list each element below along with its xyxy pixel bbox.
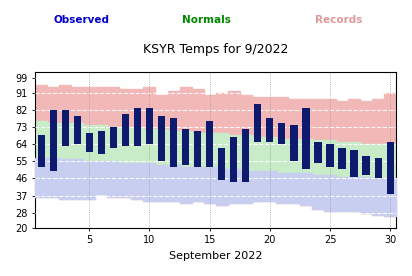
Bar	[158, 116, 165, 161]
Bar	[386, 142, 394, 194]
Bar	[134, 108, 141, 146]
Text: Records: Records	[315, 15, 363, 25]
Bar	[37, 135, 45, 167]
Text: Observed: Observed	[54, 15, 110, 25]
X-axis label: September 2022: September 2022	[169, 251, 262, 261]
Bar	[74, 116, 81, 144]
Title: KSYR Temps for 9/2022: KSYR Temps for 9/2022	[143, 43, 288, 55]
Bar	[218, 148, 225, 180]
Bar	[351, 150, 358, 177]
Text: Normals: Normals	[182, 15, 230, 25]
Bar	[182, 129, 189, 165]
Bar	[170, 118, 177, 167]
Bar	[314, 142, 322, 163]
Bar	[110, 127, 117, 148]
Bar	[302, 108, 309, 169]
Bar	[375, 158, 382, 178]
Bar	[254, 104, 261, 142]
Bar	[86, 133, 93, 152]
Bar	[98, 131, 105, 154]
Bar	[146, 108, 153, 144]
Bar	[230, 137, 237, 182]
Bar	[278, 123, 286, 144]
Bar	[194, 131, 201, 167]
Bar	[363, 156, 370, 175]
Bar	[242, 129, 249, 182]
Bar	[122, 114, 129, 146]
Bar	[62, 110, 69, 146]
Bar	[338, 148, 346, 169]
Bar	[49, 110, 57, 171]
Bar	[326, 144, 334, 167]
Bar	[266, 118, 274, 142]
Bar	[206, 121, 213, 167]
Bar	[290, 125, 297, 161]
